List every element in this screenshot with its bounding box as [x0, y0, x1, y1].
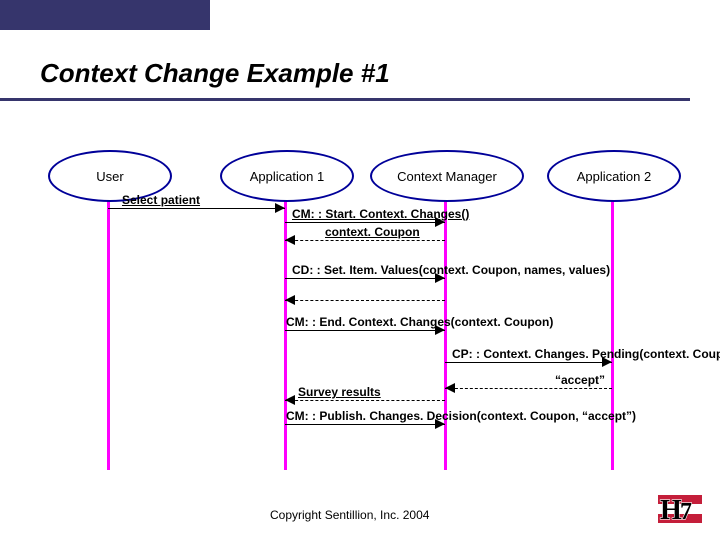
message-line-7 — [445, 388, 612, 389]
message-label-8: Survey results — [298, 385, 381, 399]
participant-app1: Application 1 — [220, 150, 354, 202]
message-label-3: CD: : Set. Item. Values(context. Coupon,… — [292, 263, 610, 277]
message-line-1 — [285, 222, 445, 223]
message-arrowhead-7 — [445, 383, 455, 393]
message-arrowhead-8 — [285, 395, 295, 405]
message-line-9 — [285, 424, 445, 425]
message-label-5: CM: : End. Context. Changes(context. Cou… — [286, 315, 553, 329]
message-line-6 — [445, 362, 612, 363]
message-label-9: CM: : Publish. Changes. Decision(context… — [286, 409, 636, 423]
message-line-2 — [285, 240, 445, 241]
message-label-0: Select patient — [122, 193, 200, 207]
message-line-4 — [285, 300, 445, 301]
page-title: Context Change Example #1 — [40, 58, 390, 89]
message-arrowhead-0 — [275, 203, 285, 213]
participant-app2: Application 2 — [547, 150, 681, 202]
message-line-5 — [285, 330, 445, 331]
hl7-logo: H 7 — [658, 492, 702, 526]
header-bar — [0, 0, 210, 30]
lifeline-app2 — [611, 190, 614, 470]
message-arrowhead-4 — [285, 295, 295, 305]
message-line-8 — [285, 400, 445, 401]
message-arrowhead-2 — [285, 235, 295, 245]
copyright-text: Copyright Sentillion, Inc. 2004 — [270, 508, 429, 522]
message-line-0 — [108, 208, 285, 209]
participant-ctxmgr: Context Manager — [370, 150, 524, 202]
svg-text:7: 7 — [680, 499, 692, 525]
message-label-2: context. Coupon — [325, 225, 420, 239]
title-underline — [0, 98, 690, 101]
lifeline-user — [107, 190, 110, 470]
message-label-1: CM: : Start. Context. Changes() — [292, 207, 469, 221]
message-line-3 — [285, 278, 445, 279]
svg-text:H: H — [660, 495, 682, 526]
message-label-7: “accept” — [555, 373, 605, 387]
message-label-6: CP: : Context. Changes. Pending(context.… — [452, 347, 720, 361]
